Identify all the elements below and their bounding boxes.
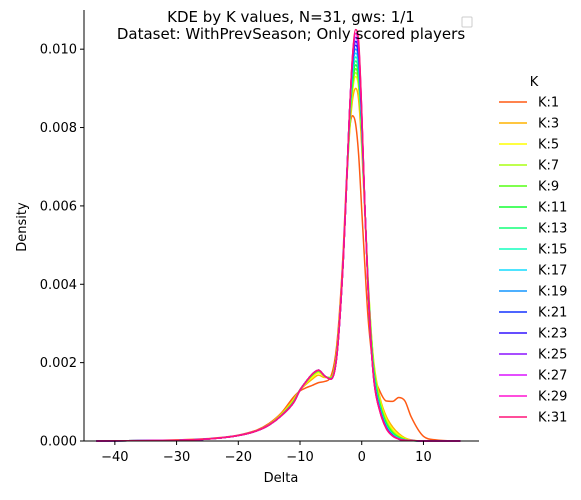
legend-label: K:23	[538, 327, 567, 342]
legend-label: K:17	[538, 264, 567, 279]
legend-label: K:31	[538, 411, 567, 426]
x-tick-label: −30	[163, 450, 190, 465]
series-line-k-29	[96, 32, 461, 442]
x-tick-label: −40	[101, 450, 128, 465]
legend-label: K:1	[538, 96, 559, 111]
series-line-k-17	[96, 52, 461, 442]
series-line-k-11	[96, 64, 461, 442]
legend-label: K:5	[538, 138, 559, 153]
y-axis-label: Density	[15, 202, 30, 252]
y-axis-ticks: 0.000 0.002 0.004 0.006 0.008 0.010	[40, 43, 84, 450]
legend-label: K:19	[538, 285, 567, 300]
y-tick-label: 0.000	[40, 435, 77, 450]
legend-label: K:3	[538, 117, 559, 132]
series-line-k-27	[96, 32, 461, 442]
x-tick-label: 0	[358, 450, 366, 465]
legend-label: K:15	[538, 243, 567, 258]
series-line-k-3	[96, 87, 461, 442]
series-line-k-23	[96, 40, 461, 442]
legend-label: K:11	[538, 201, 567, 216]
series-line-k-15	[96, 56, 461, 442]
x-axis-ticks: −40 −30 −20 −10 0 10	[101, 441, 432, 465]
legend-label: K:7	[538, 159, 559, 174]
series-line-k-19	[96, 48, 461, 442]
legend-label: K:25	[538, 348, 567, 363]
y-tick-label: 0.004	[40, 278, 77, 293]
series-line-k-7	[96, 71, 461, 442]
series-line-k-25	[96, 36, 461, 442]
series-line-k-1	[96, 115, 461, 442]
x-tick-label: −20	[225, 450, 252, 465]
empty-legend-box	[461, 16, 473, 28]
chart-title: KDE by K values, N=31, gws: 1/1	[167, 8, 415, 26]
legend-label: K:27	[538, 369, 567, 384]
x-tick-label: 10	[415, 450, 432, 465]
legend-label: K:29	[538, 390, 567, 405]
series-line-k-13	[96, 60, 461, 442]
y-tick-label: 0.010	[40, 43, 77, 58]
y-tick-label: 0.008	[40, 121, 77, 136]
y-tick-label: 0.006	[40, 199, 77, 214]
x-tick-label: −10	[286, 450, 313, 465]
series-lines	[96, 28, 461, 442]
legend-label: K:21	[538, 306, 567, 321]
y-tick-label: 0.002	[40, 356, 77, 371]
chart-subtitle: Dataset: WithPrevSeason; Only scored pla…	[117, 25, 465, 43]
series-line-k-31	[96, 28, 461, 442]
legend-label: K:13	[538, 222, 567, 237]
series-line-k-21	[96, 44, 461, 442]
legend-title: K	[530, 75, 539, 90]
legend-label: K:9	[538, 180, 559, 195]
series-line-k-9	[96, 68, 461, 442]
series-line-k-5	[96, 75, 461, 442]
legend: K:1 K:3 K:5 K:7 K:9 K:11 K:13 K:15 K:17 K:19 K:21 K…	[499, 96, 567, 426]
x-axis-label: Delta	[264, 471, 299, 486]
